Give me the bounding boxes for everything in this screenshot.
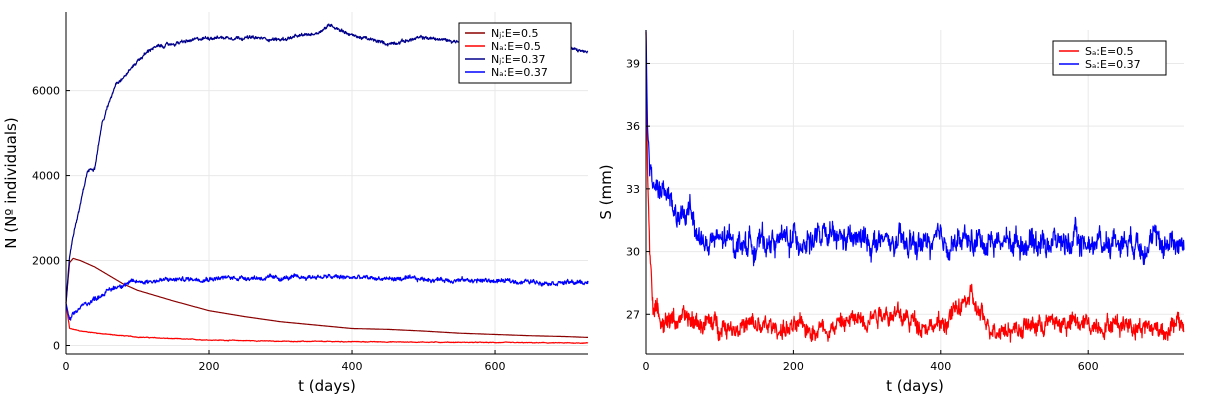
y-tick-label: 0 xyxy=(53,340,60,353)
x-tick-label: 400 xyxy=(930,360,951,373)
legend xyxy=(458,22,572,84)
legend-label: Sₐ:E=0.37 xyxy=(1085,58,1141,71)
x-tick-label: 600 xyxy=(1078,360,1099,373)
x-tick-label: 200 xyxy=(199,360,220,373)
y-tick-label: 27 xyxy=(626,308,640,321)
series-line-1 xyxy=(645,29,1185,267)
x-axis-label: t (days) xyxy=(298,377,356,395)
legend-label: Nⱼ:E=0.5 xyxy=(491,27,539,40)
y-tick-label: 4000 xyxy=(32,170,60,183)
size-chart: 0 200 400 600 27 30 33 36 39 t (days) S (mm) Sₐ:E=0… xyxy=(597,29,1185,395)
x-tick-label: 0 xyxy=(63,360,70,373)
y-axis-label: S (mm) xyxy=(597,164,615,219)
legend-label: Sₐ:E=0.5 xyxy=(1085,45,1134,58)
x-tick-label: 0 xyxy=(643,360,650,373)
x-tick-label: 600 xyxy=(485,360,506,373)
series-line-3 xyxy=(65,273,589,321)
y-tick-label: 39 xyxy=(626,57,640,70)
y-tick-label: 6000 xyxy=(32,85,60,98)
y-tick-label: 2000 xyxy=(32,255,60,268)
y-tick-label: 33 xyxy=(626,183,640,196)
legend-label: Nₐ:E=0.37 xyxy=(491,66,548,79)
x-axis-label: t (days) xyxy=(886,377,944,395)
y-tick-label: 30 xyxy=(626,246,640,259)
y-axis-label: N (Nº individuals) xyxy=(2,117,20,248)
legend xyxy=(1052,40,1167,76)
x-tick-label: 400 xyxy=(342,360,363,373)
series-line-1 xyxy=(65,302,589,344)
legend-label: Nⱼ:E=0.37 xyxy=(491,53,546,66)
legend-label: Nₐ:E=0.5 xyxy=(491,40,541,53)
x-tick-label: 200 xyxy=(783,360,804,373)
series-line-0 xyxy=(645,32,1185,343)
y-tick-label: 36 xyxy=(626,120,640,133)
series-line-0 xyxy=(65,257,589,338)
